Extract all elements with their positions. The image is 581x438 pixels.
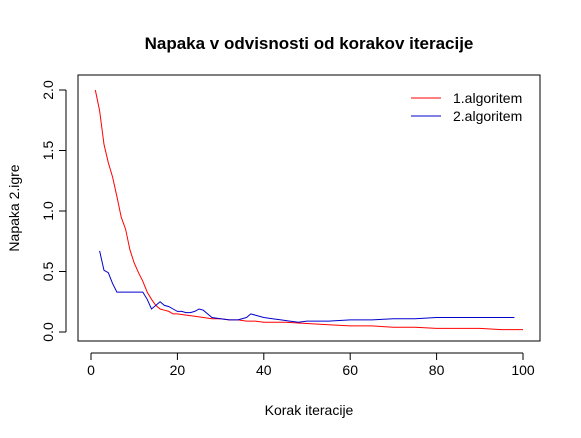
legend-label-1: 1.algoritem: [453, 90, 522, 106]
y-tick-label: 1.5: [40, 141, 56, 161]
legend-label-2: 2.algoritem: [453, 108, 522, 124]
y-tick-label: 1.0: [40, 201, 56, 221]
y-tick-label: 0.5: [40, 262, 56, 282]
y-tick-label: 0.0: [40, 322, 56, 342]
series-line-1: [94, 89, 523, 331]
x-tick-label: 0: [87, 362, 95, 378]
x-axis: 0 20 40 60 80 100: [87, 352, 535, 378]
y-axis: 0.0 0.5 1.0 1.5 2.0: [40, 80, 67, 342]
legend: 1.algoritem 2.algoritem: [411, 90, 522, 124]
y-tick-label: 2.0: [40, 80, 56, 100]
x-tick-label: 60: [342, 362, 358, 378]
x-axis-label: Korak iteracije: [265, 402, 354, 418]
series-layer: [94, 89, 523, 331]
x-tick-label: 80: [429, 362, 445, 378]
y-axis-label: Napaka 2.igre: [6, 164, 22, 251]
x-tick-label: 100: [511, 362, 535, 378]
x-tick-label: 20: [170, 362, 186, 378]
chart-title: Napaka v odvisnosti od korakov iteracije: [145, 34, 474, 53]
x-tick-label: 40: [256, 362, 272, 378]
series-line-2: [99, 250, 515, 323]
plot-frame: [77, 74, 541, 342]
